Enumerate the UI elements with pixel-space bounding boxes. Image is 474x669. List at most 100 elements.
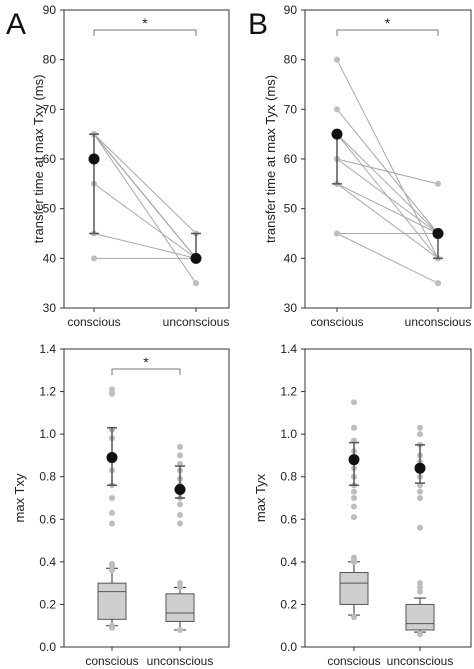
y-tick-label: 40 xyxy=(43,251,57,265)
x-tick-label: unconscious xyxy=(387,654,454,668)
outlier-point xyxy=(417,424,423,431)
mean-marker xyxy=(174,483,186,495)
panel-letter: A xyxy=(6,8,26,41)
y-tick-label: 80 xyxy=(43,53,57,67)
outlier-point xyxy=(109,624,115,631)
y-axis-label: transfer time at max Tyx (ms) xyxy=(263,75,278,243)
outlier-point xyxy=(417,631,423,638)
outlier-point xyxy=(177,520,183,527)
y-tick-label: 0.6 xyxy=(39,512,56,526)
outlier-point xyxy=(351,424,357,431)
paired-line xyxy=(93,133,197,284)
y-tick-label: 1.4 xyxy=(280,342,297,356)
outlier-point xyxy=(109,563,115,570)
mean-marker xyxy=(432,228,444,239)
y-tick-label: 30 xyxy=(284,301,298,315)
outlier-point xyxy=(109,386,115,393)
outlier-point xyxy=(417,584,423,591)
y-axis-label: max Txy xyxy=(12,473,27,522)
y-tick-label: 1.4 xyxy=(39,342,56,356)
y-tick-label: 1.0 xyxy=(280,427,297,441)
paired-line xyxy=(93,183,197,259)
box-iqr xyxy=(97,582,127,620)
panel-max-tyx: 0.0 0.2 0.4 0.6 0.8 1.0 1.2 1.4 conscious unconsc… xyxy=(253,342,472,668)
plot-frame xyxy=(63,348,230,648)
outlier-point xyxy=(177,452,183,459)
x-tick-label: conscious xyxy=(67,315,120,329)
outlier-point xyxy=(177,584,183,591)
panel-letter: B xyxy=(248,8,268,41)
outlier-point xyxy=(351,614,357,621)
box-iqr xyxy=(405,603,435,631)
outlier-point xyxy=(177,580,183,587)
y-tick-label: 40 xyxy=(284,251,298,265)
paired-line xyxy=(336,183,439,259)
paired-line xyxy=(336,133,439,234)
mean-marker xyxy=(348,454,360,466)
data-point xyxy=(435,280,441,287)
outlier-point xyxy=(177,501,183,508)
outlier-point xyxy=(351,558,357,565)
y-tick-label: 90 xyxy=(43,3,57,17)
paired-line xyxy=(336,158,439,234)
x-tick-label: conscious xyxy=(327,654,380,668)
y-tick-label: 0.0 xyxy=(39,640,56,654)
outlier-point xyxy=(351,495,357,501)
data-point xyxy=(334,56,340,63)
data-point xyxy=(334,106,340,113)
x-tick-label: conscious xyxy=(85,654,138,668)
significance-bracket xyxy=(336,29,439,36)
x-tick-label: unconscious xyxy=(163,315,230,329)
y-tick-label: 0.0 xyxy=(280,640,297,654)
outlier-point xyxy=(351,399,357,406)
outlier-point xyxy=(417,495,423,501)
y-tick-label: 30 xyxy=(43,301,57,315)
y-tick-label: 80 xyxy=(284,53,298,67)
plot-frame xyxy=(304,348,472,648)
significance-bracket xyxy=(93,29,197,36)
panel-a-transfer-time-txy: 30 40 50 60 70 80 90 conscious unconscious transf… xyxy=(6,3,230,329)
outlier-point xyxy=(109,509,115,516)
x-tick-label: unconscious xyxy=(405,315,472,329)
box-iqr xyxy=(339,572,369,605)
outlier-point xyxy=(351,488,357,495)
y-axis-label: transfer time at max Txy (ms) xyxy=(31,75,46,244)
outlier-point xyxy=(417,580,423,587)
y-tick-label: 0.8 xyxy=(280,470,297,484)
outlier-point xyxy=(417,588,423,595)
outlier-point xyxy=(417,488,423,495)
y-tick-label: 1.0 xyxy=(39,427,56,441)
y-tick-label: 1.2 xyxy=(39,385,56,399)
outlier-point xyxy=(109,520,115,527)
paired-line xyxy=(336,233,439,284)
mean-marker xyxy=(190,252,202,264)
data-point xyxy=(91,255,97,262)
y-tick-label: 90 xyxy=(284,3,298,17)
outlier-point xyxy=(177,512,183,519)
x-tick-label: unconscious xyxy=(147,654,214,668)
y-tick-label: 50 xyxy=(43,202,57,216)
y-tick-label: 0.4 xyxy=(39,555,56,569)
paired-line xyxy=(93,133,197,234)
panel-b-transfer-time-tyx: 30 40 50 60 70 80 90 conscious unconscious transf… xyxy=(248,3,472,329)
y-tick-label: 0.8 xyxy=(39,470,56,484)
y-axis-label: max Tyx xyxy=(253,473,268,522)
y-tick-label: 50 xyxy=(284,202,298,216)
outlier-point xyxy=(417,431,423,438)
outlier-point xyxy=(109,567,115,574)
mean-marker xyxy=(331,128,343,140)
outlier-point xyxy=(109,495,115,501)
paired-line xyxy=(336,183,439,234)
significance-marker: * xyxy=(143,354,149,370)
outlier-point xyxy=(417,524,423,531)
outlier-point xyxy=(177,443,183,450)
x-tick-label: conscious xyxy=(310,315,363,329)
y-tick-label: 0.4 xyxy=(280,555,297,569)
outlier-point xyxy=(351,514,357,521)
paired-line xyxy=(93,133,197,259)
y-tick-label: 0.6 xyxy=(280,512,297,526)
y-tick-label: 0.2 xyxy=(39,597,56,611)
outlier-point xyxy=(177,626,183,633)
data-point xyxy=(435,180,441,187)
